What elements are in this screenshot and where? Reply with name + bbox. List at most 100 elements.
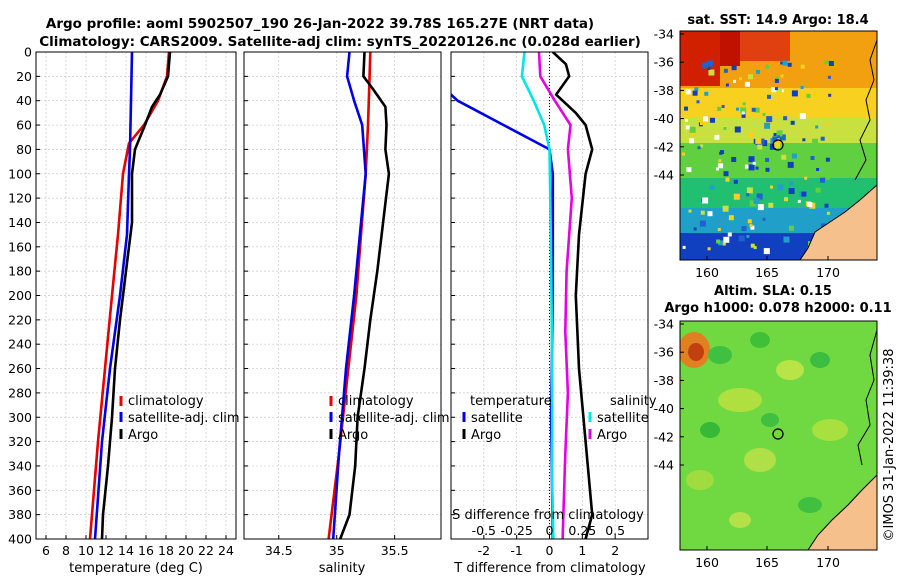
x-tick-label: 1: [578, 543, 586, 558]
y-tick-label: 240: [8, 337, 32, 352]
map1-title: sat. SST: 14.9 Argo: 18.4: [687, 13, 868, 28]
map1-pixel: [765, 167, 770, 172]
difference-xlabel: T difference from climatology: [453, 561, 646, 576]
map1-pixel: [749, 224, 753, 228]
map1-pixel: [752, 143, 756, 147]
x-tick-label: -2: [478, 543, 490, 558]
map1-pixel: [780, 74, 784, 78]
map-y-tick-label: -36: [654, 55, 674, 70]
map1-pixel: [710, 117, 715, 123]
map1-pixel: [689, 130, 696, 137]
map1-pixel: [771, 87, 777, 93]
map1-pixel: [824, 60, 829, 65]
map1-pixel: [784, 197, 788, 202]
map1-pixel: [820, 177, 825, 183]
map1-pixel: [812, 138, 819, 145]
x2-tick-label: 0: [546, 523, 554, 538]
map1-frame: [679, 30, 878, 261]
map1-pixel: [768, 202, 774, 208]
map-x-tick-label: 165: [755, 265, 779, 280]
map1-pixel: [697, 146, 701, 150]
map1-pixel: [750, 243, 755, 248]
legend-label-climatology: climatology: [128, 394, 204, 409]
map1-pixel: [824, 117, 830, 123]
map1-pixel: [779, 134, 786, 141]
map1-teal-band: [680, 178, 877, 208]
series-line-temperature-satellite: [451, 92, 555, 539]
map1-pixel: [801, 191, 807, 197]
map1-coastline: [854, 39, 877, 181]
title-line2: Climatology: CARS2009. Satellite-adj cli…: [39, 34, 641, 50]
x-tick-label: 6: [42, 543, 50, 558]
map2-blob: [776, 360, 804, 380]
map1-pixel: [682, 152, 685, 156]
map1-pixel: [733, 193, 740, 200]
map1-pixel: [815, 187, 821, 193]
temperature-legend: climatology satellite-adj. clim Argo: [119, 394, 240, 443]
map1-pixel: [684, 118, 688, 122]
map1-pixel: [752, 161, 756, 165]
map1-pixel: [782, 60, 788, 66]
map1-pixel: [741, 113, 746, 118]
map1-pixel: [739, 77, 742, 81]
map1-pixel: [815, 125, 819, 129]
map1-pixel: [741, 111, 745, 115]
map1-pixel: [698, 154, 702, 158]
map1-pixel: [712, 160, 715, 164]
map2-warm-core: [688, 343, 704, 361]
map1-pixel: [775, 108, 779, 112]
map1-pixel: [742, 102, 746, 106]
map1-pixel: [741, 226, 747, 232]
legend-label-satellite: satellite-adj. clim: [128, 411, 240, 426]
map1-pixel: [704, 91, 709, 96]
map-y-tick-label: -34: [654, 27, 674, 42]
y-tick-label: 100: [8, 166, 32, 181]
map1-pixel: [707, 60, 714, 67]
map1-pixel: [748, 74, 753, 80]
map1-pixel: [731, 65, 737, 71]
legend-label-argo: Argo: [338, 428, 368, 443]
map1-warm-patch-2: [680, 31, 720, 86]
map1-pixel: [825, 121, 830, 126]
map-x-tick-label: 160: [695, 265, 719, 280]
map2-blob: [761, 413, 779, 427]
map1-pixel: [770, 185, 773, 189]
difference-chart: -2 -1 0 1 2 -0.5 -0.25 0 0.25 0.5: [450, 51, 649, 558]
map-y-tick-label: -38: [654, 83, 674, 98]
salinity-legend: climatology satellite-adj. clim Argo: [329, 394, 450, 443]
map1-pixel: [700, 119, 706, 125]
x-tick-label: 8: [62, 543, 70, 558]
legend-label-t-argo: Argo: [471, 428, 501, 443]
map1-pixel: [826, 175, 831, 180]
map1-pixel: [802, 138, 806, 142]
map2-blob: [812, 419, 848, 441]
map-y-tick-label: -44: [654, 458, 674, 473]
map1-pixel: [757, 144, 763, 150]
map1-pixel: [727, 232, 732, 237]
map1-green-band: [680, 143, 877, 178]
temperature-chart: 6 8 10 12 14 16 18 20 22 240204060801001201401601…: [8, 45, 237, 558]
map1-pixel: [753, 197, 760, 204]
map1-pixel: [702, 197, 709, 204]
map1-pixel: [718, 159, 722, 163]
series-line-temperature-argo: [551, 52, 594, 539]
y-tick-label: 140: [8, 215, 32, 230]
series-line-satellite-adj-clim: [331, 52, 368, 539]
map2-title1: Altim. SLA: 0.15: [714, 284, 832, 299]
map1-pixel: [714, 134, 720, 140]
map1-pixel: [811, 168, 815, 172]
map-y-tick-label: -38: [654, 373, 674, 388]
map1-pixel: [758, 138, 765, 145]
map1-pixel: [789, 225, 794, 231]
map2-blob: [798, 497, 822, 513]
map1-pixel: [782, 90, 787, 94]
map1-pixel: [792, 237, 799, 243]
map1-pixel: [693, 227, 697, 231]
map1-pixel: [721, 105, 725, 108]
map1-pixel: [719, 151, 723, 155]
map2-land: [807, 474, 877, 550]
map1-pixel: [824, 203, 829, 208]
map1-pixel: [787, 161, 794, 168]
map1-pixel: [781, 154, 787, 160]
map1-pixel: [688, 209, 692, 213]
